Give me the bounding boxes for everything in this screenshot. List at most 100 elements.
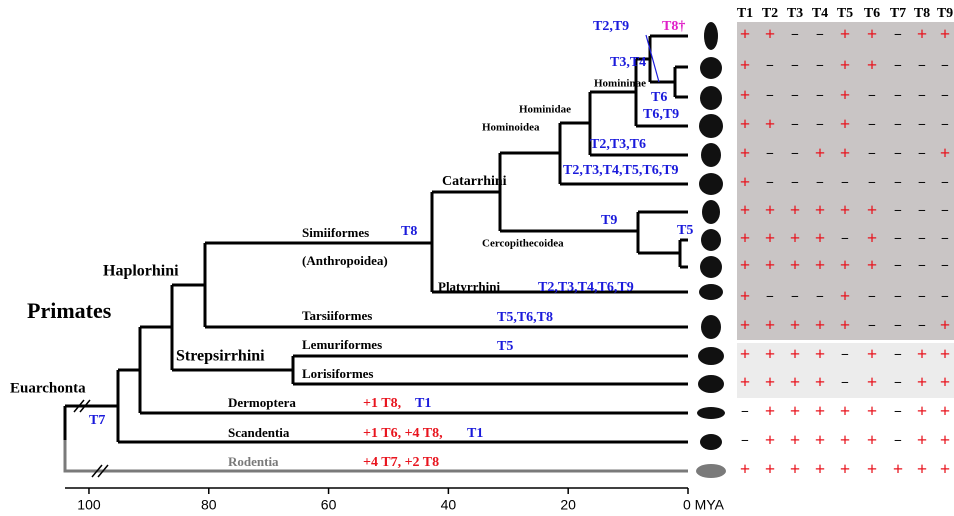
annotation: T6	[651, 90, 667, 105]
table-cell: +	[815, 372, 825, 392]
table-cell: +	[765, 459, 775, 479]
table-cell: −	[868, 147, 876, 162]
table-cell: −	[918, 89, 926, 104]
table-cell: −	[918, 59, 926, 74]
table-cell: +	[765, 344, 775, 364]
table-cell: −	[766, 59, 774, 74]
table-cell: −	[941, 290, 949, 305]
table-cell: −	[868, 319, 876, 334]
table-cell: +	[815, 143, 825, 163]
table-cell: +	[840, 55, 850, 75]
table-cell: +	[840, 401, 850, 421]
table-cell: +	[815, 401, 825, 421]
table-cell: −	[816, 176, 824, 191]
table-cell: −	[791, 89, 799, 104]
clade-label: Scandentia	[228, 425, 290, 440]
table-cell: +	[765, 114, 775, 134]
clade-label: Haplorhini	[103, 263, 179, 280]
table-cell: +	[740, 344, 750, 364]
table-cell: −	[918, 232, 926, 247]
table-cell: −	[894, 176, 902, 191]
clade-labels: Euarchonta Primates Haplorhini Strepsirr…	[10, 78, 646, 469]
table-cell: −	[894, 89, 902, 104]
annotation: T7	[89, 413, 105, 428]
table-cell: +	[740, 172, 750, 192]
table-cell: +	[790, 315, 800, 335]
table-header: T4	[812, 6, 828, 21]
table-cell: +	[840, 200, 850, 220]
annotation: T1	[467, 426, 483, 441]
table-cell: +	[765, 372, 775, 392]
table-cell: +	[940, 430, 950, 450]
table-cell: −	[741, 405, 749, 420]
table-cell: −	[918, 176, 926, 191]
table-cell: +	[790, 200, 800, 220]
table-cell: −	[868, 118, 876, 133]
table-cell: −	[841, 176, 849, 191]
table-cell: −	[894, 28, 902, 43]
table-cell: +	[840, 286, 850, 306]
table-cell: −	[766, 89, 774, 104]
table-cell: −	[941, 204, 949, 219]
clade-label: Primates	[27, 298, 112, 323]
annotation: T3,T4	[610, 55, 646, 70]
table-cell: +	[917, 430, 927, 450]
table-cell: −	[941, 259, 949, 274]
table-cell: −	[918, 290, 926, 305]
table-cell: −	[841, 232, 849, 247]
animal-icons	[696, 22, 726, 478]
table-cell: +	[867, 401, 877, 421]
clade-label: Euarchonta	[10, 380, 86, 396]
annotation: T2,T3,T6	[590, 137, 646, 152]
table-cell: −	[918, 118, 926, 133]
table-cell: +	[790, 255, 800, 275]
table-cell: −	[894, 147, 902, 162]
table-cell: +	[940, 315, 950, 335]
table-header: T6	[864, 6, 880, 21]
table-cell: −	[766, 290, 774, 305]
annotation: T6,T9	[643, 107, 679, 122]
clade-label: (Anthropoidea)	[302, 253, 388, 268]
table-cell: +	[940, 372, 950, 392]
table-cell: +	[790, 372, 800, 392]
tick-label: 20	[560, 497, 576, 513]
table-cell: −	[894, 118, 902, 133]
clade-label: Strepsirrhini	[176, 348, 265, 365]
clade-label: Homininae	[594, 78, 646, 90]
table-cell: −	[868, 89, 876, 104]
table-cell: −	[766, 176, 774, 191]
table-cell: +	[917, 344, 927, 364]
table-cell: +	[740, 55, 750, 75]
annotation: +1 T8,	[363, 396, 401, 411]
table-cell: +	[815, 255, 825, 275]
table-cell: +	[765, 430, 775, 450]
annotation: +4 T7, +2 T8	[363, 455, 439, 470]
clade-label: Cercopithecoidea	[482, 238, 564, 250]
table-cell: +	[840, 143, 850, 163]
table-cell: −	[918, 319, 926, 334]
tick-label: 40	[441, 497, 457, 513]
annotation: T1	[415, 396, 431, 411]
table-cell: +	[940, 24, 950, 44]
table-cell: +	[940, 401, 950, 421]
table-cell: −	[841, 376, 849, 391]
table-cell: +	[917, 401, 927, 421]
table-cell: +	[740, 24, 750, 44]
tick-label: 60	[321, 497, 337, 513]
table-cell: −	[918, 147, 926, 162]
annotation: T5	[677, 223, 693, 238]
table-header: T8	[914, 6, 930, 21]
table-cell: −	[791, 118, 799, 133]
table-cell: −	[894, 348, 902, 363]
annotation: T2,T3,T4,T5,T6,T9	[563, 163, 679, 178]
table-cell: +	[740, 228, 750, 248]
annotation: T2,T9	[593, 19, 629, 34]
table-cell: −	[894, 232, 902, 247]
table-cell: +	[790, 344, 800, 364]
table-cell: +	[740, 85, 750, 105]
annotation: +1 T6, +4 T8,	[363, 426, 443, 441]
table-cell: −	[941, 59, 949, 74]
table-cell: +	[765, 315, 775, 335]
table-cell: −	[894, 204, 902, 219]
table-cell: +	[940, 344, 950, 364]
